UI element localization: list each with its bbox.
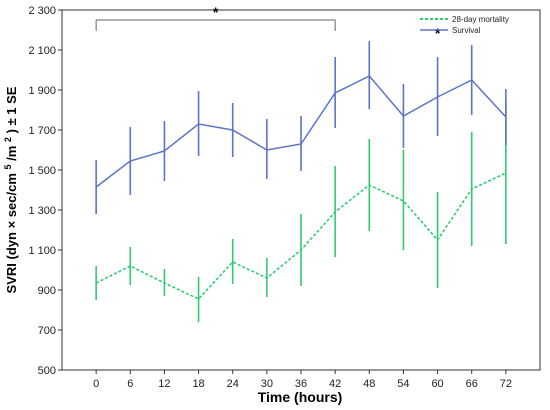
y-axis-title-part: ) ± 1 SE xyxy=(4,86,19,133)
y-axis-title-part: × xyxy=(4,220,19,228)
significance-star: * xyxy=(435,25,441,41)
y-tick-label: 1 700 xyxy=(28,125,56,137)
y-tick-label: 700 xyxy=(38,325,56,337)
y-axis-title-superscript: 5 xyxy=(3,164,13,169)
x-tick-label: 66 xyxy=(466,378,478,390)
y-axis-title-part: /m xyxy=(4,146,19,161)
significance-bracket xyxy=(95,19,336,31)
y-axis-title: SVRI (dyn × sec/cm 5 /m 2 ) ± 1 SE xyxy=(0,86,19,293)
x-tick-label: 72 xyxy=(500,378,512,390)
x-tick-label: 30 xyxy=(261,378,273,390)
x-tick-label: 54 xyxy=(397,378,409,390)
x-tick-label: 6 xyxy=(127,378,133,390)
x-tick-label: 24 xyxy=(227,378,239,390)
y-axis-title-part: SVRI (dyn xyxy=(4,232,19,293)
legend-label: Survival xyxy=(452,26,481,35)
y-tick-label: 1 100 xyxy=(28,245,56,257)
plot-area xyxy=(61,9,541,371)
y-tick-label: 1 500 xyxy=(28,165,56,177)
x-tick-label: 60 xyxy=(431,378,443,390)
x-tick-label: 12 xyxy=(158,378,170,390)
x-tick-label: 42 xyxy=(329,378,341,390)
significance-star: * xyxy=(213,4,219,20)
series-group xyxy=(95,41,507,322)
y-tick-label: 500 xyxy=(38,365,56,377)
series-line xyxy=(95,75,507,188)
significance-annotations: ** xyxy=(95,4,441,41)
y-axis: 500 700 900 1 100 1 300 1 500 1 700 1 900 2 100 2… xyxy=(28,5,62,377)
y-axis-title-superscript: 2 xyxy=(3,137,13,142)
x-tick-label: 36 xyxy=(295,378,307,390)
y-tick-label: 2 100 xyxy=(28,45,56,57)
legend: 28-day mortality Survival xyxy=(420,15,509,35)
series-survival xyxy=(95,41,507,214)
x-axis: 0 6 12 18 24 30 36 42 48 54 60 66 72 xyxy=(93,370,512,390)
x-axis-title: Time (hours) xyxy=(258,389,343,405)
y-tick-label: 1 300 xyxy=(28,205,56,217)
y-tick-label: 2 300 xyxy=(28,5,56,17)
series-line xyxy=(95,172,507,300)
x-tick-label: 18 xyxy=(192,378,204,390)
series-28-day-mortality xyxy=(95,101,507,322)
x-tick-label: 48 xyxy=(363,378,375,390)
x-tick-label: 0 xyxy=(93,378,99,390)
legend-label: 28-day mortality xyxy=(452,15,509,24)
y-axis-title-part: sec/cm xyxy=(4,173,19,217)
y-tick-label: 1 900 xyxy=(28,85,56,97)
y-tick-label: 900 xyxy=(38,285,56,297)
